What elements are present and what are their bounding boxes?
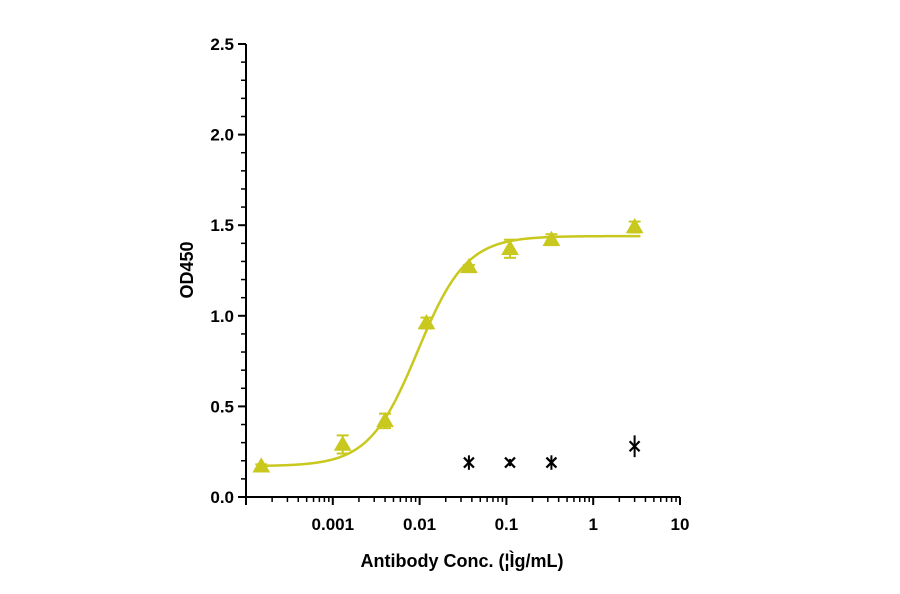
x-tick-label: 1 xyxy=(588,515,597,534)
x-marker-stroke xyxy=(504,456,516,469)
data-point-triangle xyxy=(252,457,271,473)
y-tick-label: 2.0 xyxy=(210,126,234,145)
data-point-triangle xyxy=(417,314,436,330)
data-point-triangle xyxy=(625,218,644,234)
y-tick-label: 2.5 xyxy=(210,35,234,54)
y-tick-label: 0.0 xyxy=(210,488,234,507)
data-point-x xyxy=(504,456,516,469)
data-point-triangle xyxy=(542,230,561,246)
y-tick-label: 1.5 xyxy=(210,216,234,235)
y-axis-title: OD450 xyxy=(177,241,197,298)
series-marks xyxy=(252,218,644,473)
y-tick-label: 1.0 xyxy=(210,307,234,326)
axes xyxy=(245,44,680,498)
y-tick-label: 0.5 xyxy=(210,397,234,416)
x-tick-label: 0.01 xyxy=(403,515,436,534)
data-point-triangle xyxy=(333,435,352,451)
data-point-x xyxy=(628,440,641,453)
y-ticks: 0.0 0.5 1.0 1.5 2.0 2.5 xyxy=(210,35,246,507)
data-point-x xyxy=(545,456,558,469)
x-marker-stroke xyxy=(545,456,558,469)
fit-curve xyxy=(258,234,641,468)
x-marker-stroke xyxy=(628,440,641,453)
x-axis-title: Antibody Conc. (¦Ìg/mL) xyxy=(360,550,563,571)
x-tick-label: 10 xyxy=(671,515,690,534)
data-point-x xyxy=(463,456,475,469)
data-point-triangle xyxy=(376,411,394,428)
data-point-triangle xyxy=(501,239,519,256)
x-tick-label: 0.001 xyxy=(312,515,355,534)
x-tick-label: 0.1 xyxy=(495,515,519,534)
x-marker-stroke xyxy=(463,456,475,469)
data-point-triangle xyxy=(460,257,478,274)
x-ticks: 0.001 0.01 0.1 1 10 xyxy=(245,497,690,534)
